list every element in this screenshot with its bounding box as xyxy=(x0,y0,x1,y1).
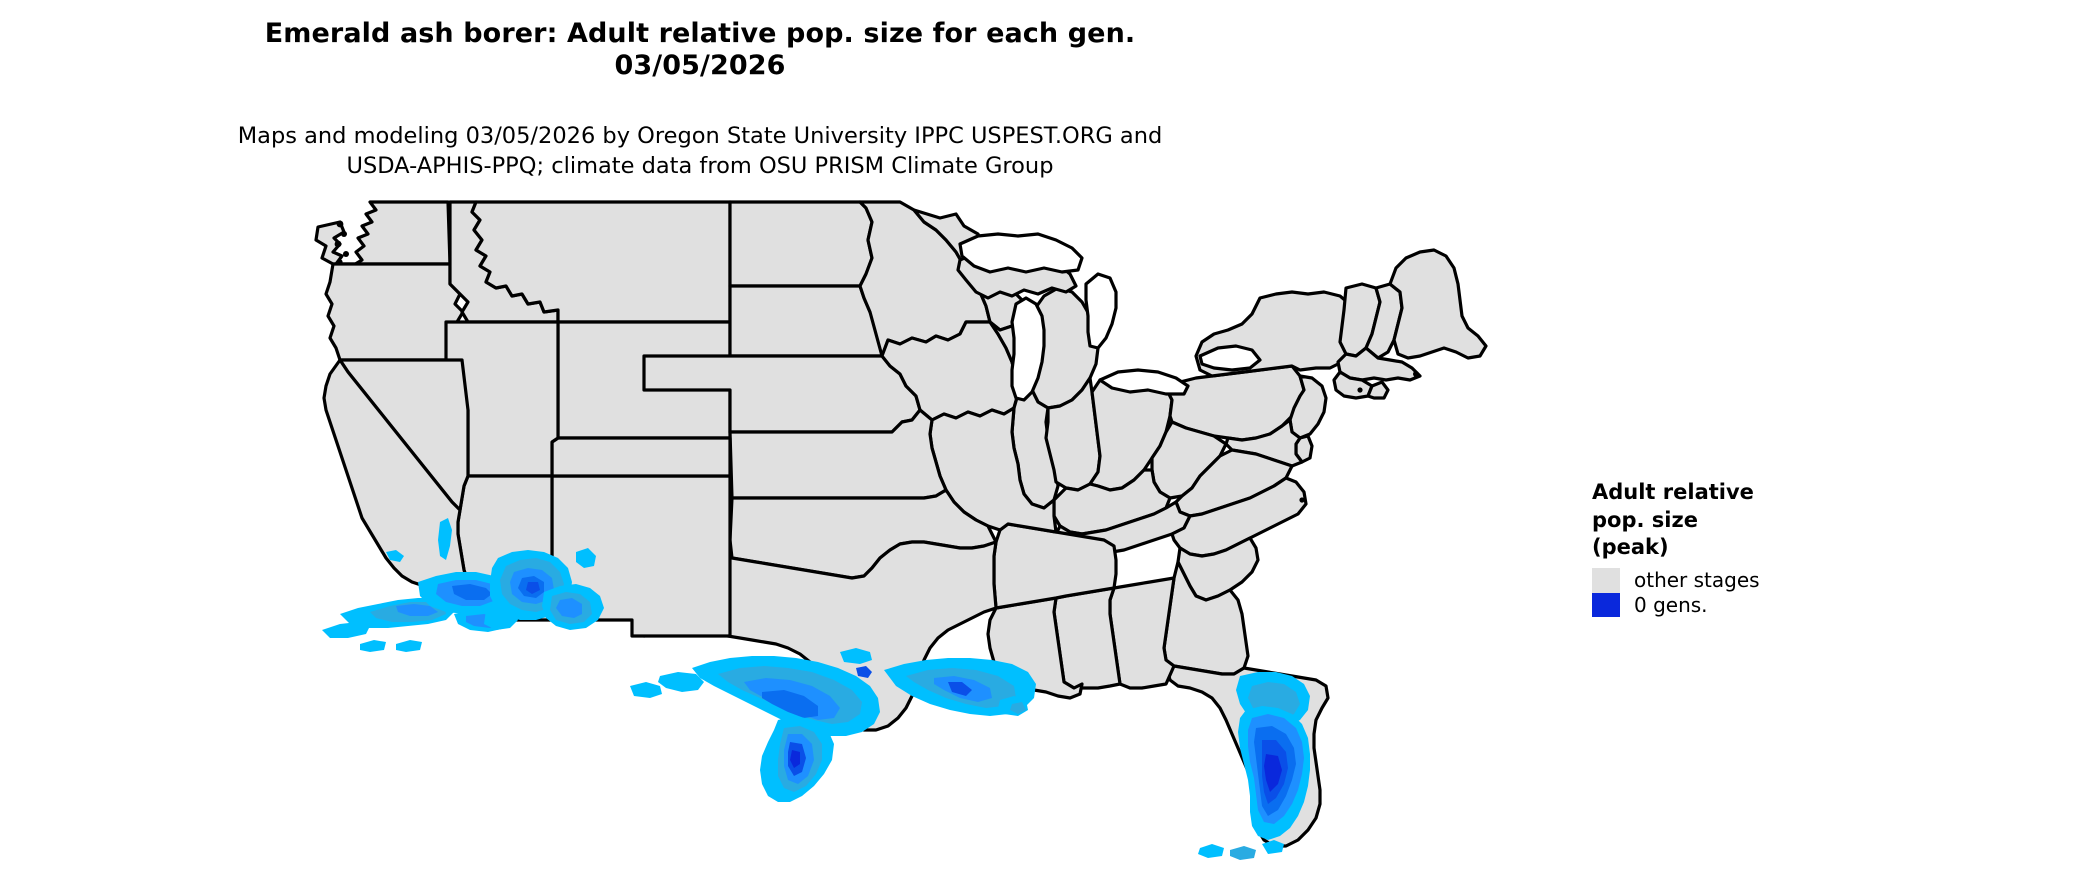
lake-ontario xyxy=(1198,344,1262,372)
state-montana xyxy=(470,200,732,324)
lake-michigan xyxy=(1010,296,1046,402)
us-map-svg xyxy=(314,200,1488,860)
map-legend: Adult relative pop. size (peak) other st… xyxy=(1592,479,1892,618)
legend-swatch-0-gens xyxy=(1592,592,1620,618)
legend-item-0-gens[interactable]: 0 gens. xyxy=(1592,592,1892,618)
state-shapes xyxy=(314,200,1488,848)
legend-label-other-stages: other stages xyxy=(1634,568,1760,593)
page-title: Emerald ash borer: Adult relative pop. s… xyxy=(0,18,1400,81)
legend-title-line-3: (peak) xyxy=(1592,535,1669,560)
raster-texas-gulf xyxy=(630,648,880,802)
legend-title: Adult relative pop. size (peak) xyxy=(1592,479,1772,562)
raster-florida xyxy=(1198,672,1310,860)
subtitle-line-2: USDA-APHIS-PPQ; climate data from OSU PR… xyxy=(346,152,1054,179)
legend-label-0-gens: 0 gens. xyxy=(1634,592,1708,617)
puget-sound-detail-4 xyxy=(343,251,349,257)
raster-arizona-sonoran xyxy=(484,548,604,630)
state-maine xyxy=(1388,248,1488,360)
legend-title-line-1: Adult relative xyxy=(1592,480,1754,504)
lake-erie xyxy=(1098,368,1190,396)
legend-items: other stages 0 gens. xyxy=(1592,568,1892,618)
subtitle-line-1: Maps and modeling 03/05/2026 by Oregon S… xyxy=(237,123,1163,149)
lake-superior xyxy=(958,232,1084,274)
long-island-detail xyxy=(1357,387,1363,393)
raster-louisiana-gulf xyxy=(884,658,1036,716)
coastal-detail-layer xyxy=(334,220,1419,503)
page-subtitle: Maps and modeling 03/05/2026 by Oregon S… xyxy=(0,122,1400,181)
legend-swatch-other-stages xyxy=(1592,568,1620,593)
legend-title-line-2: pop. size xyxy=(1592,507,1698,532)
title-line-2: 03/05/2026 xyxy=(614,49,786,81)
puget-sound-detail-1 xyxy=(336,220,344,228)
state-north-dakota xyxy=(728,200,874,288)
us-map xyxy=(300,200,1600,892)
state-connecticut xyxy=(1332,370,1374,400)
cape-cod-detail xyxy=(1413,371,1419,377)
state-rhode-island xyxy=(1366,380,1390,400)
outer-banks-detail xyxy=(1299,497,1305,503)
puget-sound-detail-5 xyxy=(337,259,343,265)
state-arkansas xyxy=(992,522,1118,610)
state-colorado xyxy=(550,436,732,478)
great-lakes-layer xyxy=(958,232,1262,402)
puget-sound-detail-2 xyxy=(341,231,347,237)
population-raster-layer xyxy=(322,518,1310,860)
puget-sound-detail-3 xyxy=(334,240,342,248)
title-line-1: Emerald ash borer: Adult relative pop. s… xyxy=(264,18,1136,49)
legend-item-other-stages[interactable]: other stages xyxy=(1592,568,1892,593)
lake-huron xyxy=(1084,272,1118,350)
